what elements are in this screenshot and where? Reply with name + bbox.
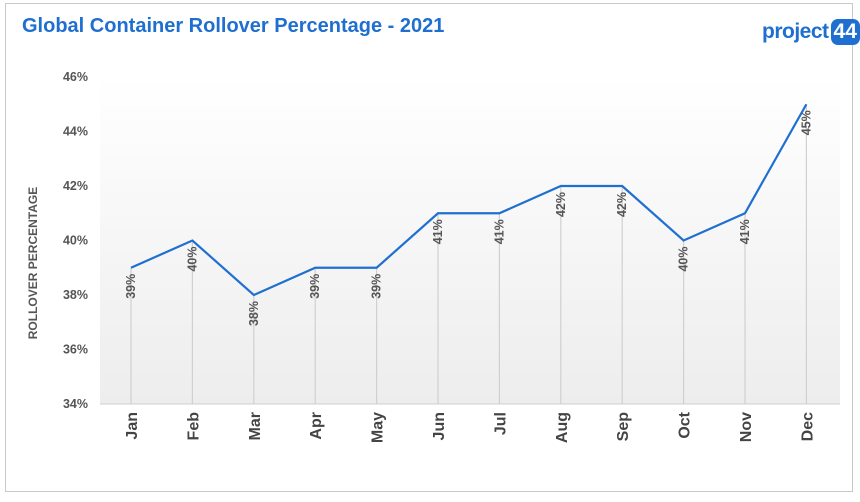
data-label: 39% bbox=[124, 274, 138, 299]
data-label: 41% bbox=[492, 219, 506, 244]
x-tick-label: May bbox=[370, 412, 387, 443]
plot-area-background bbox=[100, 77, 840, 404]
y-tick-label: 38% bbox=[63, 288, 88, 302]
y-tick-label: 44% bbox=[63, 125, 88, 139]
data-label: 40% bbox=[677, 247, 691, 272]
data-label: 39% bbox=[308, 274, 322, 299]
x-tick-label: Sep bbox=[615, 412, 632, 442]
y-tick-label: 46% bbox=[63, 70, 88, 84]
y-axis-label: ROLLOVER PERCENTAGE bbox=[26, 187, 40, 339]
data-label: 40% bbox=[185, 247, 199, 272]
data-label: 39% bbox=[370, 274, 384, 299]
x-tick-label: Oct bbox=[677, 411, 694, 438]
y-tick-label: 40% bbox=[63, 234, 88, 248]
y-tick-label: 34% bbox=[63, 397, 88, 411]
data-label: 42% bbox=[554, 192, 568, 217]
data-label: 41% bbox=[738, 219, 752, 244]
y-tick-label: 36% bbox=[63, 343, 88, 357]
data-label: 42% bbox=[615, 192, 629, 217]
x-tick-label: Jan bbox=[124, 412, 141, 440]
logo-badge: 44 bbox=[830, 19, 860, 45]
y-tick-label: 42% bbox=[63, 179, 88, 193]
data-label: 45% bbox=[799, 110, 813, 135]
x-tick-label: Jun bbox=[431, 412, 448, 440]
logo-text: project bbox=[762, 20, 829, 43]
x-tick-label: Feb bbox=[185, 412, 202, 441]
x-tick-label: Jul bbox=[492, 412, 509, 435]
chart-title: Global Container Rollover Percentage - 2… bbox=[22, 15, 445, 37]
x-tick-label: Nov bbox=[738, 412, 755, 442]
project44-logo: project 44 bbox=[762, 19, 860, 45]
x-tick-label: Dec bbox=[799, 412, 816, 441]
data-label: 38% bbox=[247, 301, 261, 326]
series-line bbox=[130, 103, 808, 297]
data-label: 41% bbox=[431, 219, 445, 244]
x-tick-label: Apr bbox=[308, 412, 325, 440]
x-tick-label: Mar bbox=[247, 412, 264, 440]
x-tick-label: Aug bbox=[554, 412, 571, 443]
